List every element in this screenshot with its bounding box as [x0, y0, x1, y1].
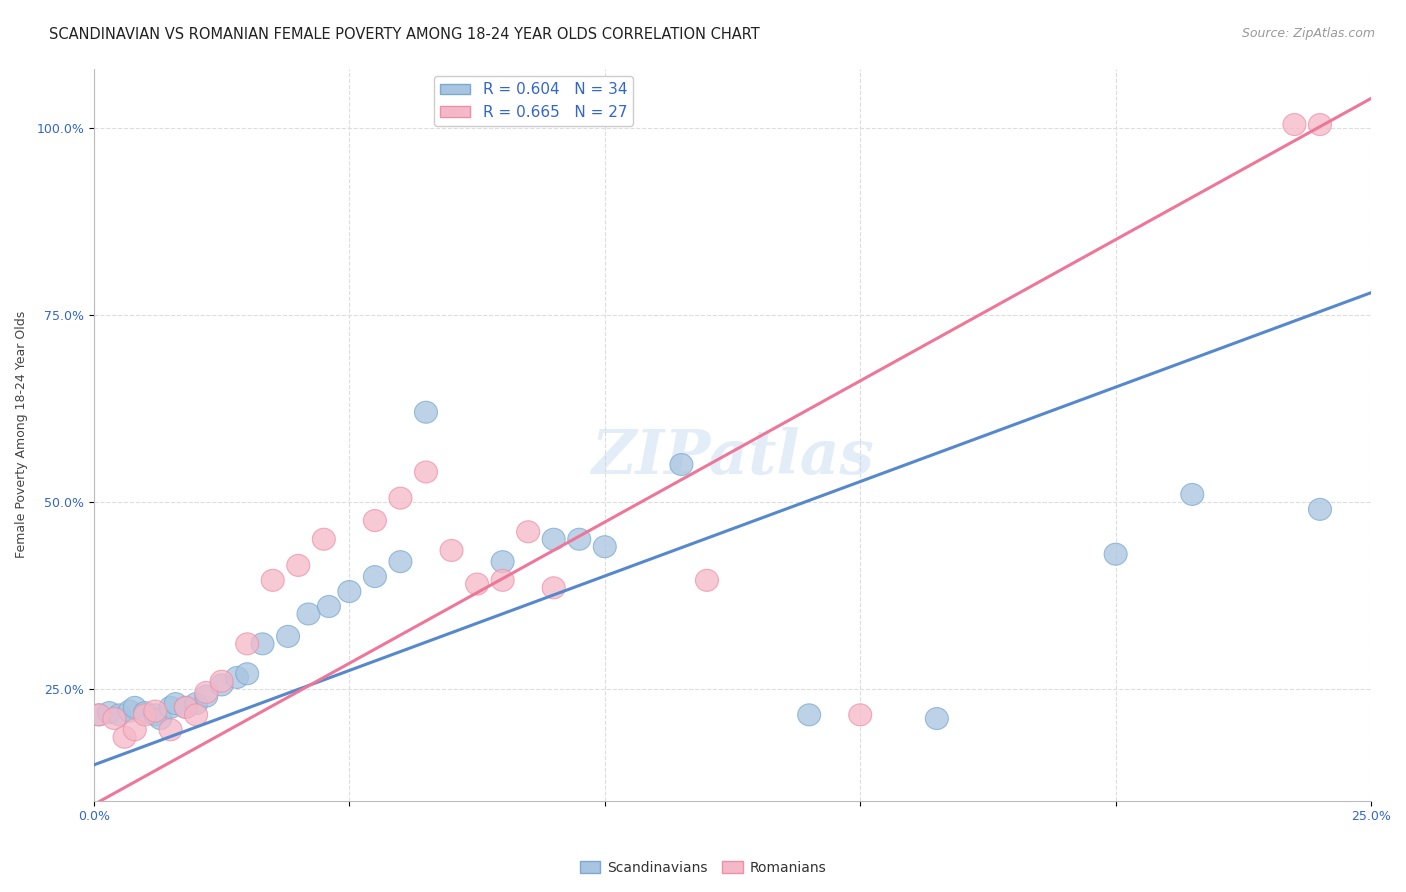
- Ellipse shape: [236, 632, 259, 655]
- Ellipse shape: [1181, 483, 1204, 506]
- Ellipse shape: [543, 577, 565, 599]
- Text: ZIPatlas: ZIPatlas: [591, 426, 875, 487]
- Ellipse shape: [143, 704, 167, 726]
- Ellipse shape: [277, 625, 299, 648]
- Ellipse shape: [925, 707, 948, 730]
- Ellipse shape: [389, 487, 412, 509]
- Ellipse shape: [195, 685, 218, 707]
- Ellipse shape: [103, 707, 127, 730]
- Ellipse shape: [149, 707, 172, 730]
- Ellipse shape: [159, 697, 181, 718]
- Legend: R = 0.604   N = 34, R = 0.665   N = 27: R = 0.604 N = 34, R = 0.665 N = 27: [433, 76, 633, 126]
- Ellipse shape: [225, 666, 249, 689]
- Ellipse shape: [363, 566, 387, 588]
- Text: Source: ZipAtlas.com: Source: ZipAtlas.com: [1241, 27, 1375, 40]
- Ellipse shape: [124, 719, 146, 740]
- Ellipse shape: [87, 704, 111, 726]
- Ellipse shape: [297, 603, 321, 625]
- Ellipse shape: [195, 681, 218, 704]
- Ellipse shape: [491, 569, 515, 591]
- Ellipse shape: [797, 704, 821, 726]
- Ellipse shape: [568, 528, 591, 550]
- Ellipse shape: [543, 528, 565, 550]
- Ellipse shape: [593, 536, 616, 558]
- Ellipse shape: [849, 704, 872, 726]
- Ellipse shape: [415, 401, 437, 423]
- Ellipse shape: [1104, 543, 1128, 566]
- Ellipse shape: [159, 719, 181, 740]
- Ellipse shape: [415, 461, 437, 483]
- Ellipse shape: [118, 700, 141, 723]
- Ellipse shape: [124, 697, 146, 718]
- Ellipse shape: [143, 700, 167, 723]
- Ellipse shape: [1309, 113, 1331, 136]
- Ellipse shape: [440, 540, 463, 561]
- Ellipse shape: [184, 693, 208, 714]
- Ellipse shape: [1282, 113, 1306, 136]
- Ellipse shape: [287, 555, 309, 576]
- Ellipse shape: [516, 521, 540, 542]
- Ellipse shape: [108, 704, 131, 726]
- Ellipse shape: [262, 569, 284, 591]
- Ellipse shape: [134, 704, 156, 726]
- Ellipse shape: [184, 704, 208, 726]
- Ellipse shape: [165, 693, 187, 714]
- Ellipse shape: [236, 663, 259, 685]
- Ellipse shape: [465, 573, 488, 595]
- Ellipse shape: [491, 550, 515, 573]
- Ellipse shape: [209, 674, 233, 696]
- Ellipse shape: [134, 702, 156, 723]
- Ellipse shape: [669, 453, 693, 475]
- Ellipse shape: [209, 670, 233, 692]
- Ellipse shape: [1309, 499, 1331, 520]
- Ellipse shape: [174, 697, 197, 718]
- Ellipse shape: [252, 632, 274, 655]
- Ellipse shape: [696, 569, 718, 591]
- Ellipse shape: [389, 550, 412, 573]
- Ellipse shape: [112, 726, 136, 748]
- Ellipse shape: [363, 509, 387, 532]
- Legend: Scandinavians, Romanians: Scandinavians, Romanians: [574, 855, 832, 880]
- Ellipse shape: [174, 697, 197, 718]
- Ellipse shape: [337, 581, 361, 602]
- Ellipse shape: [318, 596, 340, 617]
- Text: SCANDINAVIAN VS ROMANIAN FEMALE POVERTY AMONG 18-24 YEAR OLDS CORRELATION CHART: SCANDINAVIAN VS ROMANIAN FEMALE POVERTY …: [49, 27, 761, 42]
- Y-axis label: Female Poverty Among 18-24 Year Olds: Female Poverty Among 18-24 Year Olds: [15, 311, 28, 558]
- Ellipse shape: [98, 702, 121, 723]
- Ellipse shape: [87, 704, 111, 726]
- Ellipse shape: [312, 528, 335, 550]
